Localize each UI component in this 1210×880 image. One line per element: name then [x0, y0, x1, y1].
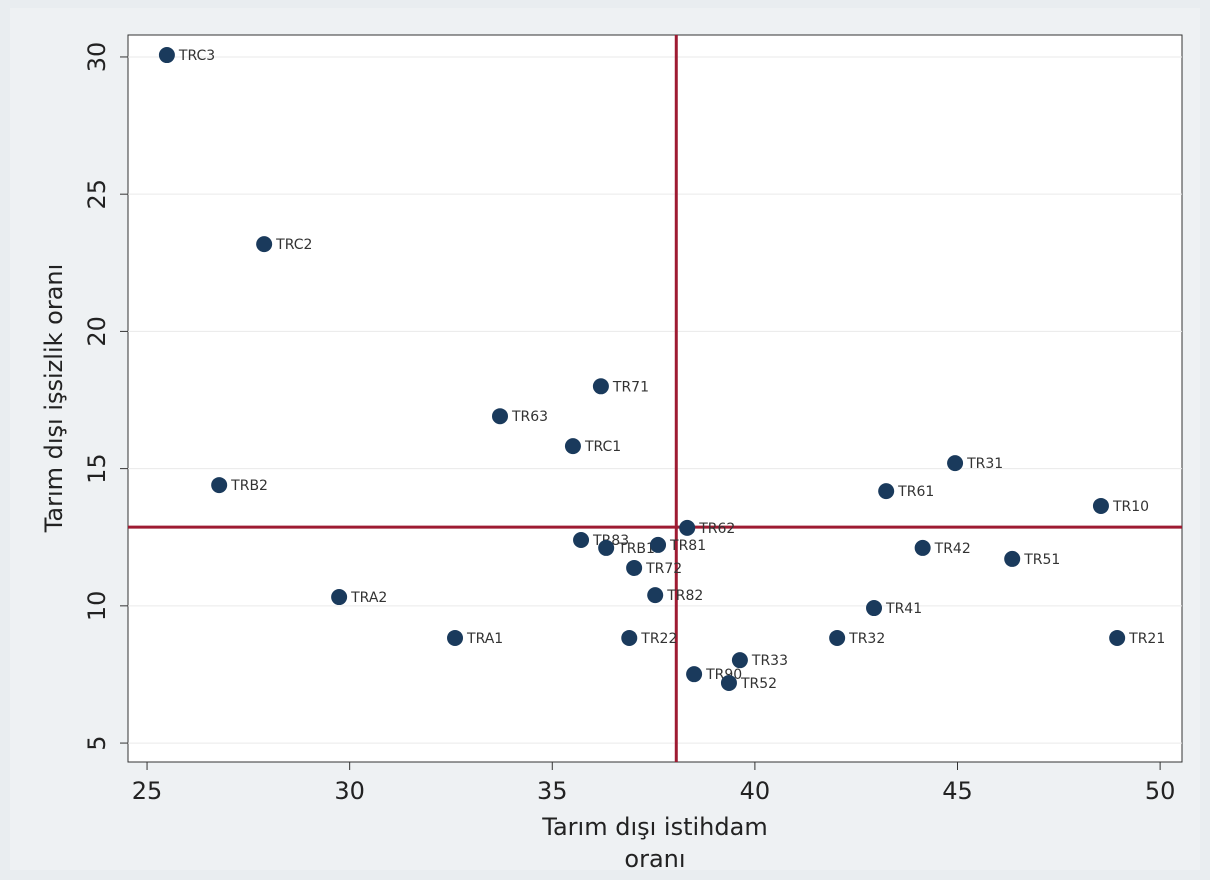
y-tick-label: 30	[83, 42, 111, 73]
point-label: TR71	[612, 379, 649, 395]
point	[598, 539, 615, 556]
point	[647, 587, 664, 604]
point-label: TR63	[511, 409, 548, 425]
point	[331, 589, 348, 606]
point	[621, 629, 638, 646]
point	[731, 652, 748, 669]
point-label: TRB2	[230, 478, 268, 494]
x-tick-label: 50	[1145, 777, 1176, 805]
y-tick-label: 20	[83, 316, 111, 347]
point-label: TR32	[848, 631, 885, 647]
point-label: TRC1	[584, 439, 621, 455]
point	[564, 438, 581, 455]
plot-area	[127, 34, 1183, 763]
y-tick-label: 25	[83, 179, 111, 210]
point-label: TR51	[1023, 552, 1060, 568]
y-tick-label: 5	[83, 735, 111, 750]
point	[211, 477, 228, 494]
point	[947, 455, 964, 472]
point	[626, 559, 643, 576]
x-tick-label: 30	[334, 777, 365, 805]
point	[1109, 629, 1126, 646]
point-label: TR62	[698, 521, 735, 537]
y-tick-label: 15	[83, 453, 111, 484]
point-label: TR42	[934, 541, 971, 557]
point-label: TR61	[897, 484, 934, 500]
point	[492, 408, 508, 425]
x-tick-label: 45	[942, 777, 973, 805]
x-tick-label: 40	[740, 777, 771, 805]
point	[686, 666, 703, 683]
point	[878, 483, 895, 500]
point-label: TR81	[669, 538, 706, 554]
point	[1092, 497, 1109, 514]
point-label: TR22	[640, 631, 677, 647]
point	[573, 531, 590, 548]
point-label: TRC3	[178, 48, 215, 64]
x-tick-label: 25	[132, 777, 163, 805]
point	[447, 629, 464, 646]
y-axis-label: Tarım dışı işsizlik oranı	[40, 264, 68, 534]
point-label: TRC2	[275, 237, 312, 253]
point-label: TR33	[751, 653, 788, 669]
point	[829, 629, 846, 646]
point-label: TR52	[740, 676, 777, 692]
point-label: TRB1	[617, 541, 655, 557]
point	[158, 47, 175, 64]
point-label: TR41	[885, 601, 922, 617]
point-label: TRA1	[466, 631, 503, 647]
point-label: TR72	[645, 561, 682, 577]
point-label: TR82	[666, 588, 703, 604]
x-axis-label: Tarım dışı istihdam	[541, 813, 767, 841]
x-tick-label: 35	[537, 777, 568, 805]
point	[256, 236, 273, 253]
point-label: TR31	[966, 456, 1003, 472]
point	[720, 674, 737, 691]
y-tick-label: 10	[83, 591, 111, 622]
point	[679, 519, 696, 536]
x-axis-label: oranı	[624, 845, 685, 873]
point	[1004, 550, 1021, 567]
point-label: TR10	[1112, 499, 1149, 515]
point	[592, 378, 609, 395]
point	[650, 536, 667, 553]
point	[866, 600, 883, 617]
point-label: TRA2	[350, 590, 387, 606]
point	[914, 539, 931, 556]
point-label: TR21	[1128, 631, 1165, 647]
